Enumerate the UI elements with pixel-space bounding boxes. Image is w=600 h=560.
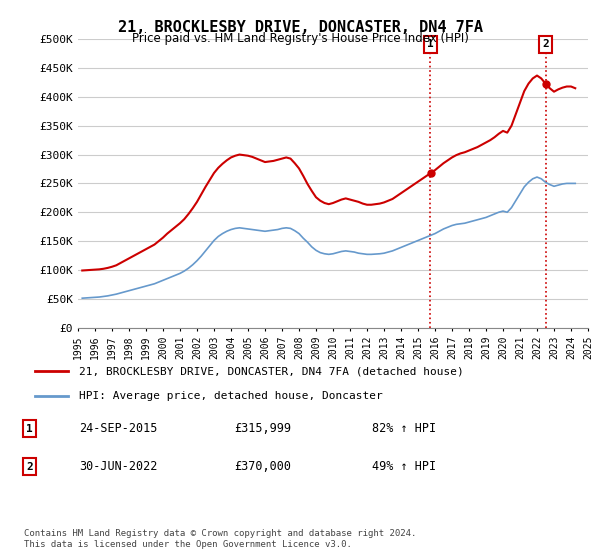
Text: 2: 2 — [542, 39, 549, 49]
Text: 30-JUN-2022: 30-JUN-2022 — [79, 460, 158, 473]
Text: 1: 1 — [427, 39, 434, 49]
Text: £315,999: £315,999 — [234, 422, 291, 435]
Text: 82% ↑ HPI: 82% ↑ HPI — [372, 422, 436, 435]
Text: Price paid vs. HM Land Registry's House Price Index (HPI): Price paid vs. HM Land Registry's House … — [131, 32, 469, 45]
Text: Contains HM Land Registry data © Crown copyright and database right 2024.
This d: Contains HM Land Registry data © Crown c… — [24, 529, 416, 549]
Text: 1: 1 — [26, 424, 33, 433]
Text: £370,000: £370,000 — [234, 460, 291, 473]
Text: 2: 2 — [26, 462, 33, 472]
Text: HPI: Average price, detached house, Doncaster: HPI: Average price, detached house, Donc… — [79, 391, 383, 401]
Text: 49% ↑ HPI: 49% ↑ HPI — [372, 460, 436, 473]
Text: 21, BROCKLESBY DRIVE, DONCASTER, DN4 7FA: 21, BROCKLESBY DRIVE, DONCASTER, DN4 7FA — [118, 20, 482, 35]
Text: 21, BROCKLESBY DRIVE, DONCASTER, DN4 7FA (detached house): 21, BROCKLESBY DRIVE, DONCASTER, DN4 7FA… — [79, 366, 464, 376]
Text: 24-SEP-2015: 24-SEP-2015 — [79, 422, 158, 435]
